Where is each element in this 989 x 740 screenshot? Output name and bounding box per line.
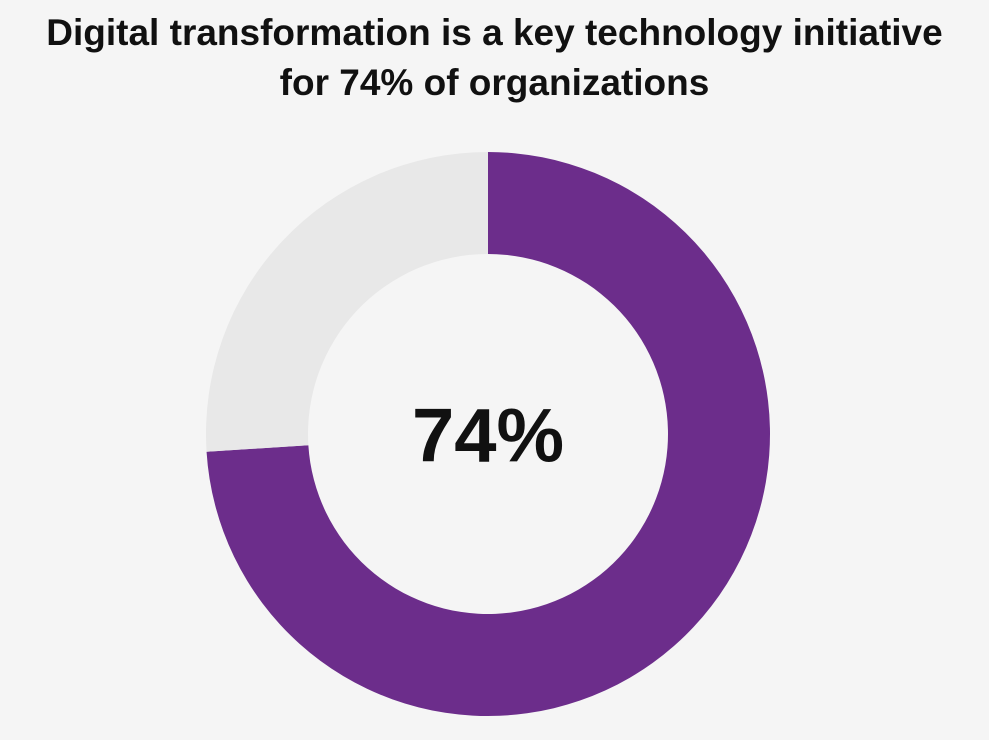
center-label: 74% bbox=[412, 394, 564, 479]
donut-segment bbox=[206, 152, 488, 452]
donut-segment bbox=[206, 152, 770, 716]
chart-title: Digital transformation is a key technolo… bbox=[46, 12, 943, 103]
